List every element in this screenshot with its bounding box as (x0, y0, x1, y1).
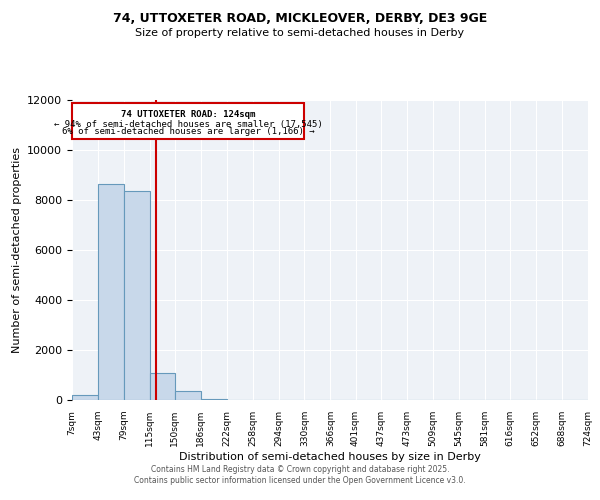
Text: 74 UTTOXETER ROAD: 124sqm: 74 UTTOXETER ROAD: 124sqm (121, 110, 256, 119)
Bar (175, 391, 200, 400)
Text: ← 94% of semi-detached houses are smaller (17,545): ← 94% of semi-detached houses are smalle… (54, 120, 323, 129)
Bar (72, 395, 98, 400)
Bar (124, 191, 149, 400)
Text: 74, UTTOXETER ROAD, MICKLEOVER, DERBY, DE3 9GE: 74, UTTOXETER ROAD, MICKLEOVER, DERBY, D… (113, 12, 487, 26)
Text: Contains public sector information licensed under the Open Government Licence v3: Contains public sector information licen… (134, 476, 466, 485)
Text: Size of property relative to semi-detached houses in Derby: Size of property relative to semi-detach… (136, 28, 464, 38)
FancyBboxPatch shape (72, 102, 304, 139)
Bar (98, 184, 124, 400)
Y-axis label: Number of semi-detached properties: Number of semi-detached properties (11, 147, 22, 353)
Text: 6% of semi-detached houses are larger (1,166) →: 6% of semi-detached houses are larger (1… (62, 128, 314, 136)
Bar (150, 372, 175, 400)
Text: Contains HM Land Registry data © Crown copyright and database right 2025.: Contains HM Land Registry data © Crown c… (151, 465, 449, 474)
X-axis label: Distribution of semi-detached houses by size in Derby: Distribution of semi-detached houses by … (179, 452, 481, 462)
Bar (201, 399, 227, 400)
